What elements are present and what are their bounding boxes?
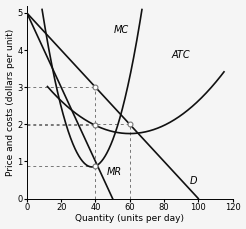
Y-axis label: Price and costs (dollars per unit): Price and costs (dollars per unit)	[6, 28, 15, 176]
Text: MC: MC	[114, 25, 129, 35]
Text: MR: MR	[107, 167, 122, 177]
X-axis label: Quantity (units per day): Quantity (units per day)	[75, 214, 184, 224]
Text: D: D	[189, 176, 197, 186]
Text: ATC: ATC	[172, 49, 190, 60]
